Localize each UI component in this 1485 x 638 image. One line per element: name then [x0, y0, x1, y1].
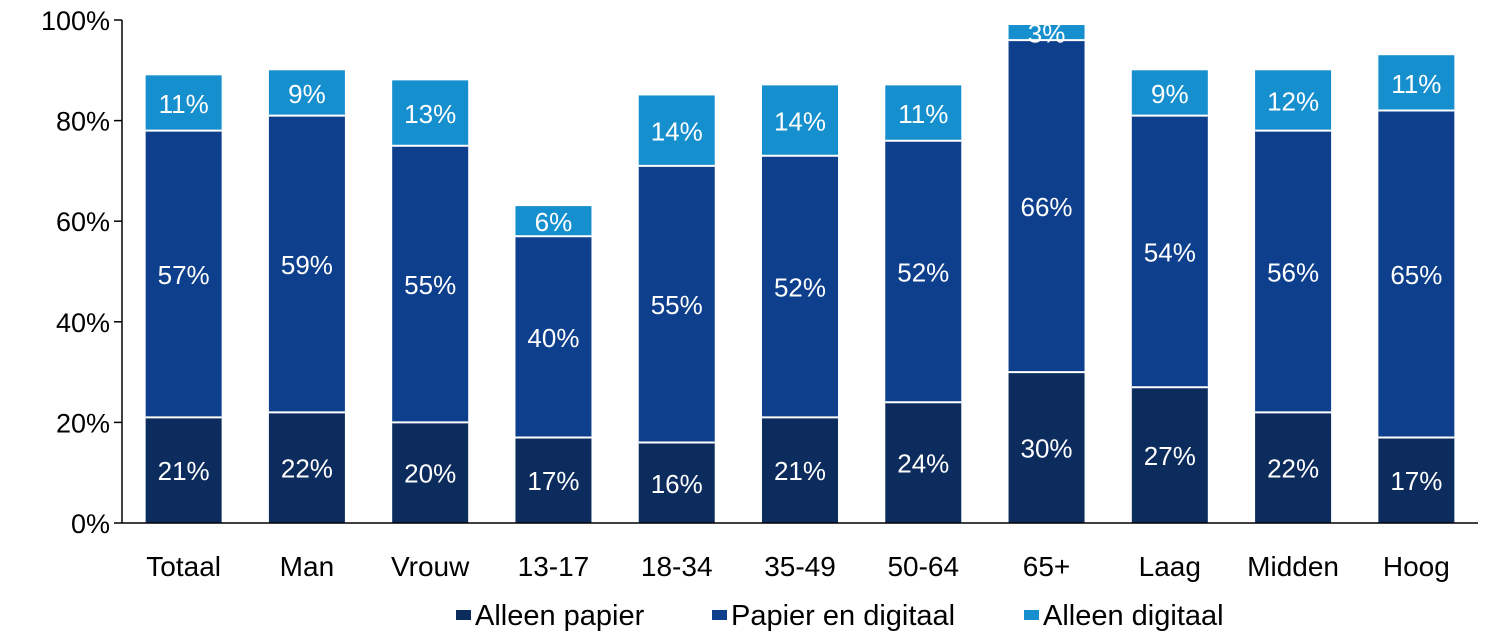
legend-item-papier-en-digitaal: Papier en digitaal: [712, 596, 955, 636]
data-label: 27%: [1144, 441, 1196, 471]
x-category-label: 65+: [1023, 551, 1071, 582]
y-tick-label: 80%: [56, 107, 110, 137]
bar-segment-3-9: [1131, 70, 1208, 116]
data-label: 54%: [1144, 237, 1196, 267]
bar-segment-2-8: [1008, 40, 1085, 373]
data-label: 30%: [1021, 434, 1073, 464]
bar-segment-2-7: [885, 140, 962, 403]
bar-segment-1-4: [515, 437, 592, 523]
bar-segment-3-10: [1255, 70, 1332, 131]
bar-segment-2-9: [1131, 115, 1208, 388]
data-label: 52%: [897, 258, 949, 288]
bar-segment-3-8: [1008, 25, 1085, 41]
data-label: 9%: [288, 79, 326, 109]
bar-segment-2-11: [1378, 110, 1455, 438]
data-label: 59%: [281, 250, 333, 280]
x-category-label: 13-17: [518, 551, 590, 582]
y-tick-label: 20%: [56, 408, 110, 438]
legend-label-alleen-digitaal: Alleen digitaal: [1043, 599, 1224, 632]
x-category-label: Vrouw: [391, 551, 470, 582]
bar-segment-3-11: [1378, 55, 1455, 111]
x-category-label: Midden: [1247, 551, 1339, 582]
y-tick-label: 60%: [56, 207, 110, 237]
bar-segment-1-2: [268, 412, 345, 523]
x-category-label: Laag: [1139, 551, 1201, 582]
data-label: 11%: [898, 99, 948, 129]
bar-segment-1-10: [1255, 412, 1332, 523]
data-label: 22%: [281, 454, 333, 484]
bar-segment-3-2: [268, 70, 345, 116]
axes-layer: [121, 20, 1478, 524]
bar-segment-1-5: [638, 442, 715, 523]
data-label: 11%: [1391, 69, 1441, 99]
legend-item-alleen-digitaal: Alleen digitaal: [1024, 596, 1224, 636]
y-tick-label: 100%: [41, 6, 110, 36]
y-tick-labels: 0% 20% 40% 60% 80% 100%: [41, 6, 122, 539]
bar-segment-3-1: [145, 75, 222, 131]
data-label: 21%: [774, 456, 826, 486]
data-label: 3%: [1028, 19, 1066, 49]
data-label: 56%: [1267, 258, 1319, 288]
legend-label-papier-en-digitaal: Papier en digitaal: [731, 599, 956, 632]
x-category-label: 50-64: [887, 551, 959, 582]
data-label: 16%: [651, 469, 703, 499]
data-label: 21%: [158, 456, 210, 486]
bar-segment-3-5: [638, 95, 715, 166]
data-label: 52%: [774, 273, 826, 303]
data-label: 14%: [651, 117, 703, 147]
data-label: 13%: [404, 99, 456, 129]
data-label: 24%: [897, 449, 949, 479]
bar-segment-2-10: [1255, 130, 1332, 413]
legend-swatch-alleen-digitaal: [1024, 609, 1039, 623]
bar-segment-2-5: [638, 165, 715, 443]
data-label: 66%: [1021, 192, 1073, 222]
legend-label-alleen-papier: Alleen papier: [475, 599, 645, 632]
bar-segment-3-6: [762, 85, 838, 156]
bar-segment-1-9: [1131, 387, 1208, 523]
data-label: 12%: [1267, 86, 1319, 116]
bar-segment-3-4: [515, 206, 592, 237]
x-category-label: 35-49: [764, 551, 836, 582]
data-label: 22%: [1267, 454, 1319, 484]
x-category-label: Totaal: [146, 551, 221, 582]
legend: Alleen papier Papier en digitaal Alleen …: [0, 596, 1485, 636]
bar-segment-1-3: [392, 422, 469, 523]
data-label: 55%: [404, 270, 456, 300]
data-label: 40%: [527, 323, 579, 353]
bars-layer: 21% 57% 11% 22% 59% 9% 20% 55% 13% 17% 40% 6% 16% 55%…: [145, 19, 1455, 523]
data-label: 9%: [1151, 79, 1189, 109]
bar-segment-1-11: [1378, 437, 1455, 523]
bar-segment-1-1: [145, 417, 222, 523]
bar-segment-2-1: [145, 130, 222, 418]
bar-segment-2-3: [392, 145, 469, 423]
data-label: 11%: [159, 89, 209, 119]
bar-segment-2-4: [515, 236, 592, 438]
data-label: 17%: [527, 466, 579, 496]
data-label: 20%: [404, 459, 456, 489]
x-category-labels: Totaal Man Vrouw 13-17 18-34 35-49 50-64 65+ Laa…: [146, 551, 1450, 582]
bar-segment-2-2: [268, 115, 345, 413]
data-label: 6%: [535, 207, 573, 237]
bar-segment-3-7: [885, 85, 962, 141]
legend-swatch-alleen-papier: [456, 609, 471, 623]
x-category-label: Hoog: [1383, 551, 1450, 582]
bar-segment-1-8: [1008, 372, 1085, 523]
bar-segment-3-3: [392, 80, 469, 146]
data-label: 55%: [651, 290, 703, 320]
stacked-bar-chart: 21% 57% 11% 22% 59% 9% 20% 55% 13% 17% 40% 6% 16% 55%…: [41, 6, 1478, 582]
x-category-label: 18-34: [641, 551, 713, 582]
data-label: 57%: [158, 260, 210, 290]
bar-segment-1-6: [762, 417, 838, 523]
y-tick-label: 0%: [71, 509, 110, 539]
bar-segment-1-7: [885, 402, 962, 523]
x-category-label: Man: [280, 551, 334, 582]
legend-item-alleen-papier: Alleen papier: [456, 596, 644, 636]
legend-swatch-papier-en-digitaal: [712, 609, 727, 623]
data-label: 65%: [1390, 260, 1442, 290]
y-tick-label: 40%: [56, 308, 110, 338]
data-label: 14%: [774, 107, 826, 137]
data-label: 17%: [1390, 466, 1442, 496]
bar-segment-2-6: [762, 155, 838, 418]
